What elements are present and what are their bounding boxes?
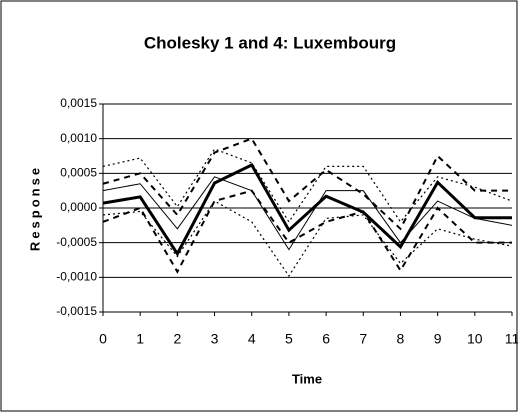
y-axis-label: Response [27, 165, 42, 251]
series-line [102, 176, 513, 251]
y-tick-label: -0,0005 [56, 235, 97, 249]
x-tick-label: 2 [173, 331, 181, 347]
x-tick-label: 1 [136, 331, 144, 347]
series-line [102, 189, 512, 274]
y-tick-label: -0,0015 [56, 304, 97, 318]
x-tick-label: 5 [285, 331, 293, 347]
y-tick-label: 0,0000 [60, 200, 97, 214]
x-tick-label: 11 [505, 331, 518, 347]
chart-title: Cholesky 1 and 4: Luxembourg [144, 33, 396, 52]
x-tick-label: 8 [397, 331, 405, 347]
x-tick-label: 3 [211, 331, 219, 347]
x-tick-label: 6 [322, 331, 330, 347]
x-axis-label: Time [292, 371, 322, 386]
x-tick-label: 9 [434, 331, 442, 347]
y-tick-label: 0,0005 [60, 166, 97, 180]
x-tick-label: 10 [467, 331, 483, 347]
y-tick-label: 0,0015 [60, 96, 97, 110]
y-tick-label: 0,0010 [60, 131, 97, 145]
x-tick-label: 7 [359, 331, 367, 347]
y-tick-label: -0,0010 [56, 270, 97, 284]
series-line [102, 148, 513, 223]
series-line [102, 200, 513, 278]
x-tick-label: 0 [99, 331, 107, 347]
x-tick-label: 4 [248, 331, 256, 347]
series-line [102, 163, 512, 257]
